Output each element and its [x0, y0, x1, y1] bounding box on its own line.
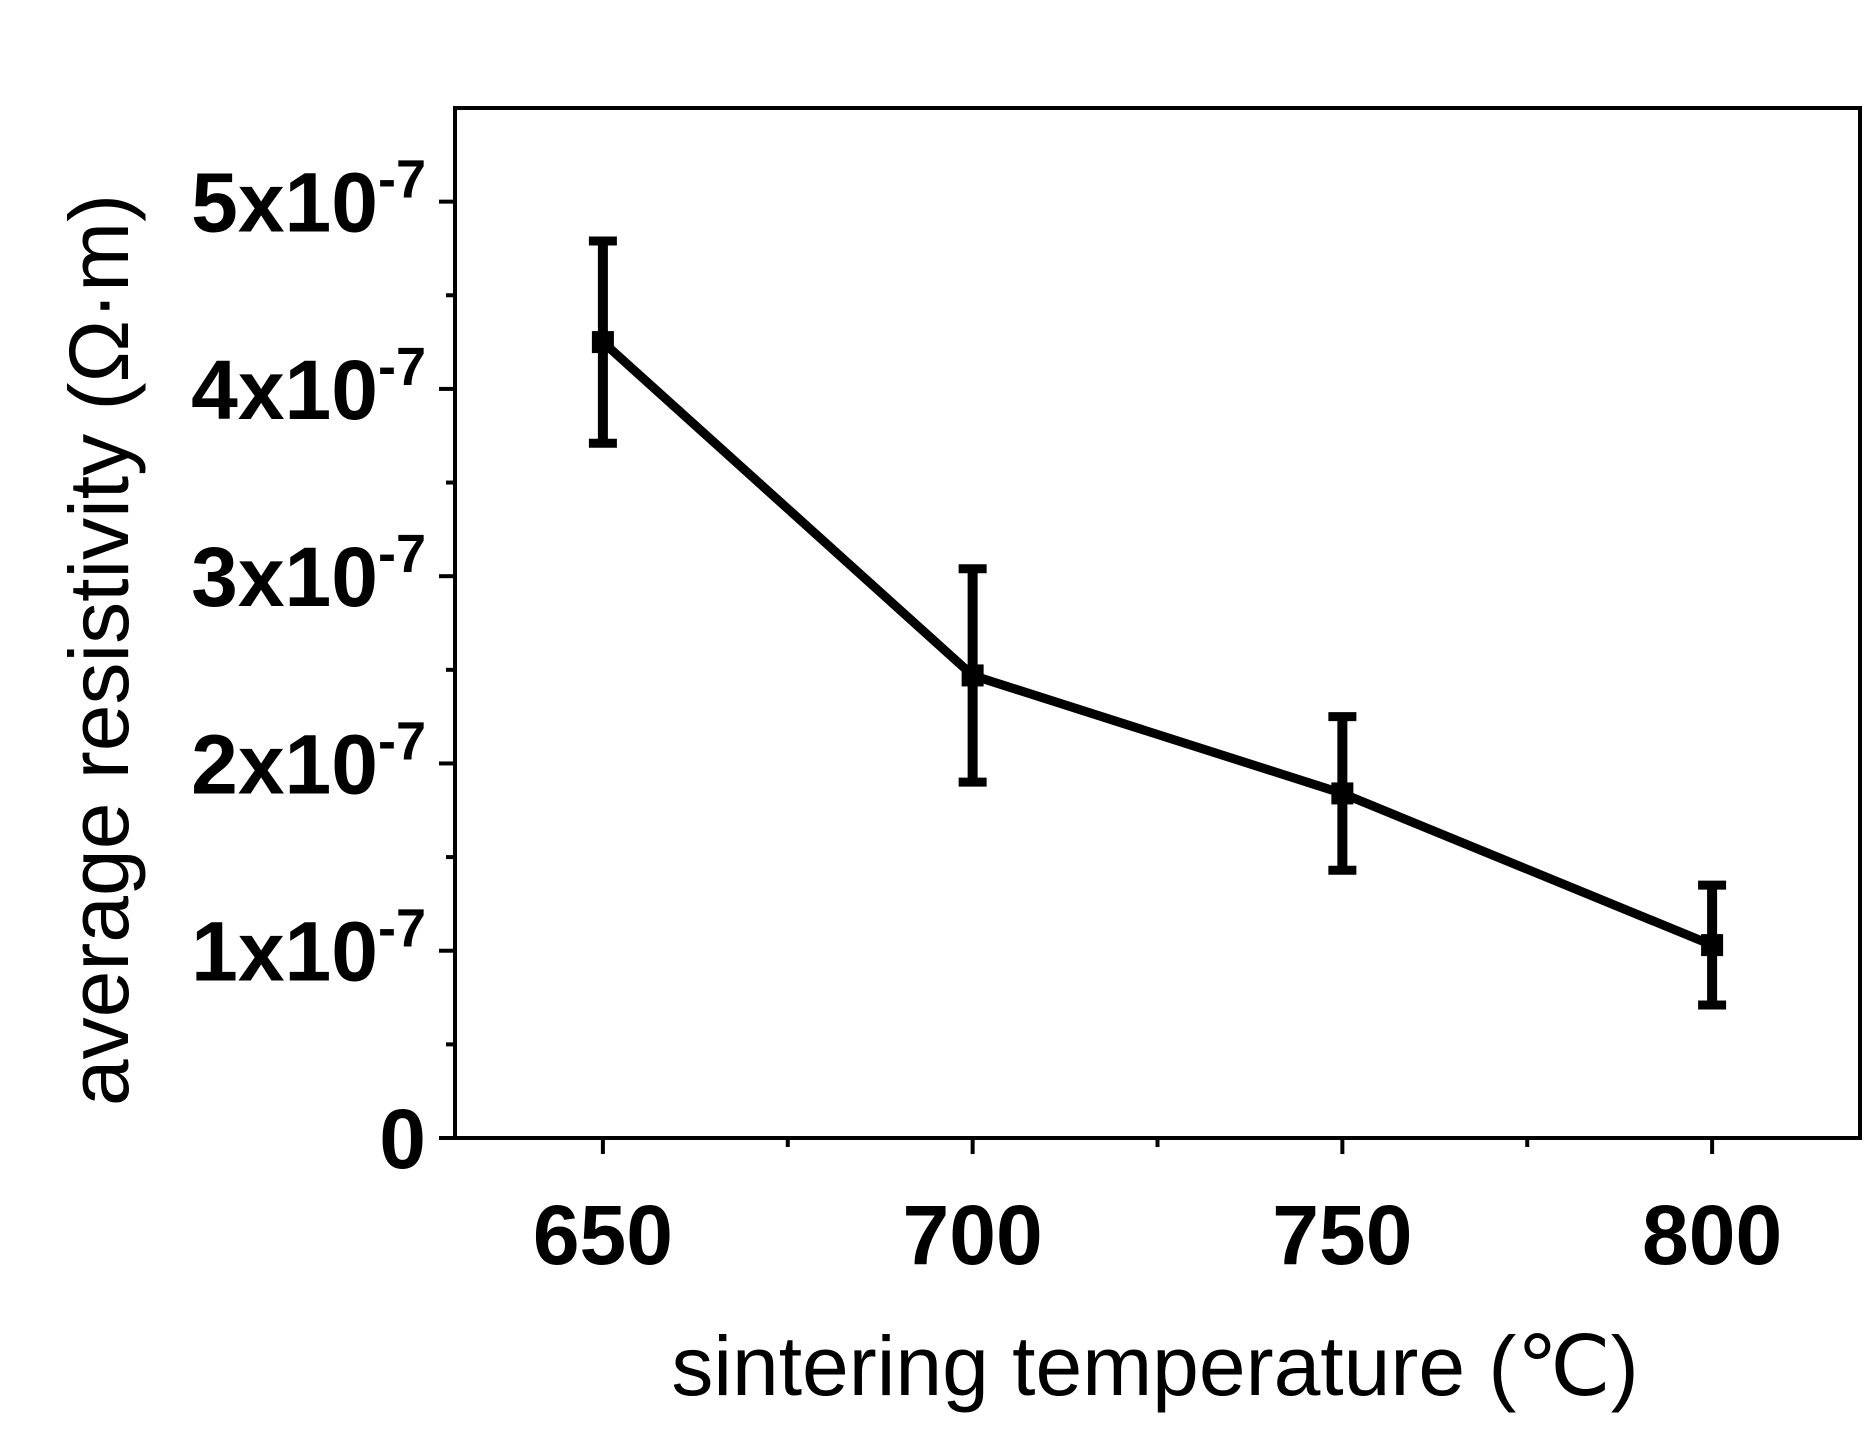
- y-tick-exponent: -7: [378, 899, 426, 959]
- y-tick-label: 2x10-7: [191, 711, 426, 811]
- series-line: [599, 338, 1714, 950]
- x-axis: 650 700 750 800: [533, 1138, 1782, 1282]
- x-tick-label: 750: [1272, 1188, 1412, 1282]
- y-tick-mantissa: 0: [379, 1092, 426, 1186]
- y-tick-mantissa: 3x10: [191, 530, 378, 624]
- data-point: [961, 664, 984, 687]
- y-tick-mantissa: 5x10: [191, 156, 378, 250]
- y-tick-label: 4x10-7: [191, 337, 426, 437]
- y-tick-label: 5x10-7: [191, 150, 426, 250]
- y-tick-exponent: -7: [378, 150, 426, 210]
- y-tick-label: 0: [379, 1092, 426, 1186]
- y-tick-mantissa: 1x10: [191, 905, 378, 999]
- x-tick-label: 700: [903, 1188, 1043, 1282]
- y-tick-label: 1x10-7: [191, 899, 426, 999]
- series: [588, 236, 1727, 1010]
- data-point: [591, 331, 614, 354]
- plot-frame: [453, 106, 1862, 1140]
- x-tick-label: 650: [533, 1188, 673, 1282]
- x-axis-title: sintering temperature (℃): [671, 1319, 1638, 1413]
- data-point: [1331, 782, 1354, 805]
- y-tick-exponent: -7: [378, 524, 426, 584]
- x-tick-label: 800: [1642, 1188, 1782, 1282]
- plot-border: [453, 106, 1862, 1140]
- data-point: [1701, 934, 1724, 957]
- y-tick-exponent: -7: [378, 337, 426, 397]
- y-tick-mantissa: 2x10: [191, 717, 378, 811]
- y-tick-mantissa: 4x10: [191, 343, 378, 437]
- y-axis-title: average resistivity (Ω·m): [52, 194, 146, 1106]
- y-tick-label: 3x10-7: [191, 524, 426, 624]
- y-tick-exponent: -7: [378, 711, 426, 771]
